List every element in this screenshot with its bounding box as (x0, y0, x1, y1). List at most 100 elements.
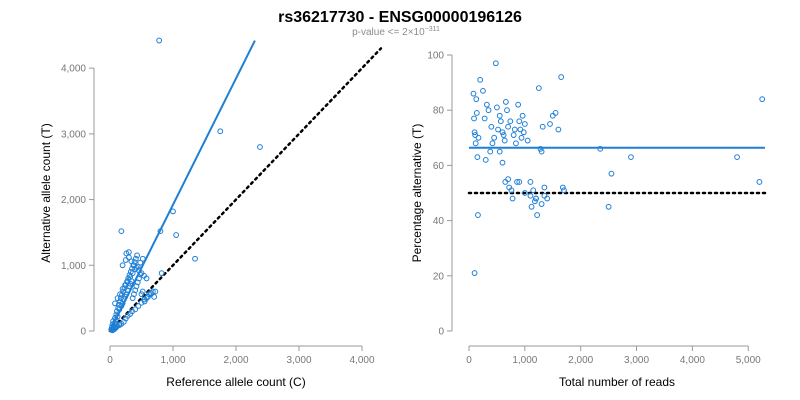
y-tick-label: 3,000 (61, 129, 86, 140)
y-axis-label: Alternative allele count (T) (39, 123, 53, 262)
data-point (157, 228, 164, 235)
data-point (114, 295, 121, 302)
data-point (541, 184, 548, 191)
data-point (129, 270, 136, 277)
data-point (487, 148, 494, 155)
data-point (122, 257, 129, 263)
chart-subtitle: p-value <= 2×10−311 (352, 26, 440, 38)
data-point (483, 101, 490, 108)
data-point (134, 252, 140, 259)
data-point (138, 299, 145, 306)
data-point (475, 212, 481, 218)
data-point (520, 129, 527, 136)
data-point (516, 118, 523, 125)
data-point (170, 208, 176, 215)
percentage-vs-reads-scatter-plot: 0 1,000 2,000 3,000 4,000 5,000 0 20 40 60 80 100 To… (410, 51, 767, 389)
data-point (539, 123, 546, 130)
data-point (558, 74, 565, 80)
data-point (515, 101, 522, 108)
data-point (474, 154, 481, 161)
data-point (510, 132, 517, 138)
x-tick-label: 4,000 (349, 355, 374, 366)
data-point (136, 275, 142, 282)
y-axis-label: Percentage alternative (T) (410, 124, 424, 263)
x-tick-label: 1,000 (512, 355, 537, 366)
data-point (128, 278, 135, 284)
y-tick-label: 2,000 (61, 195, 86, 206)
data-point (471, 270, 478, 276)
x-tick-label: 4,000 (680, 355, 705, 366)
data-point (555, 126, 562, 133)
data-point (128, 258, 135, 265)
x-tick-label: 3,000 (624, 355, 649, 366)
data-point (114, 313, 121, 320)
data-point (608, 170, 615, 177)
subtitle-prefix: p-value <= 2×10 (352, 27, 425, 38)
data-point (524, 137, 531, 144)
data-point (528, 203, 535, 210)
subtitle-exponent: −311 (425, 26, 440, 33)
data-point (509, 195, 516, 202)
data-point (137, 271, 144, 278)
alt-vs-ref-scatter-plot: 0 1,000 2,000 3,000 4,000 0 1,000 2,000 3,000 4,0… (39, 37, 383, 389)
data-point (119, 286, 126, 292)
y-tick-label: 60 (433, 161, 445, 172)
data-point (549, 112, 556, 119)
data-point (472, 140, 479, 147)
data-point (135, 303, 142, 309)
data-point (139, 288, 146, 295)
data-point (559, 184, 566, 191)
data-point (124, 278, 131, 284)
data-point (134, 279, 141, 286)
data-point (122, 282, 129, 288)
data-point (119, 262, 126, 269)
data-point (117, 291, 123, 298)
y-tick-label: 0 (80, 327, 86, 338)
x-axis-label: Reference allele count (C) (166, 375, 305, 389)
data-point (547, 121, 553, 127)
y-tick-label: 100 (427, 51, 444, 62)
data-point (148, 291, 154, 298)
data-point (519, 112, 526, 119)
data-point (552, 110, 559, 116)
x-axis-label: Total number of reads (559, 375, 675, 389)
data-point (481, 115, 488, 122)
data-point (139, 255, 146, 262)
data-point (112, 300, 118, 307)
data-point (518, 134, 525, 141)
data-point (494, 104, 500, 111)
y-tick-label: 40 (433, 216, 445, 227)
data-point (129, 295, 136, 302)
data-point (527, 179, 534, 185)
data-point (131, 291, 137, 298)
data-point (499, 129, 506, 136)
data-point (597, 145, 604, 152)
data-point (132, 306, 139, 313)
data-point (112, 325, 118, 332)
data-point (123, 291, 130, 298)
data-point (158, 270, 165, 277)
data-point (156, 37, 163, 44)
data-point (505, 176, 511, 183)
data-point (473, 110, 480, 116)
data-point (561, 187, 567, 194)
data-point (513, 140, 519, 147)
x-tick-label: 0 (107, 355, 113, 366)
data-point (134, 263, 141, 270)
x-tick-label: 0 (466, 355, 472, 366)
data-point (115, 321, 122, 328)
data-point (527, 192, 534, 199)
chart-title: rs36217730 - ENSG00000196126 (278, 9, 522, 26)
data-point (125, 254, 132, 261)
data-point (127, 274, 134, 281)
data-point (538, 148, 545, 155)
data-point (482, 156, 489, 163)
data-point (137, 259, 144, 266)
data-point (131, 259, 138, 265)
data-point (495, 126, 501, 133)
data-point (173, 232, 180, 238)
data-point (511, 126, 518, 133)
y-tick-label: 1,000 (61, 261, 86, 272)
data-point (514, 179, 520, 185)
data-point (756, 179, 763, 185)
